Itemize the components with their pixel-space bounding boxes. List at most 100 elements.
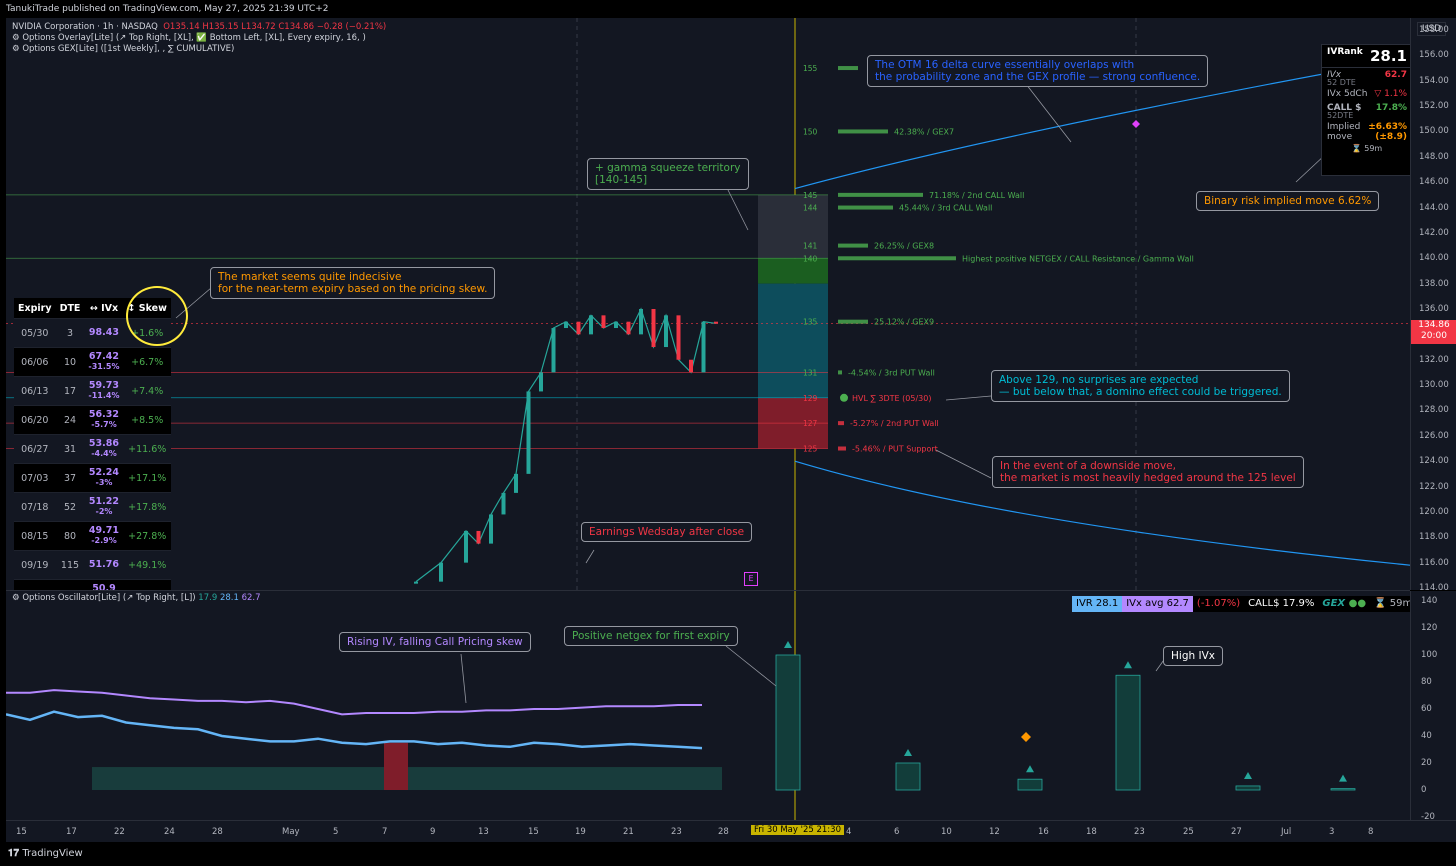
expiry-row[interactable]: 07/18 52 51.22 -2% +17.8% [14, 492, 171, 522]
callout-earnings: Earnings Wedsday after close [581, 522, 753, 542]
skew-negative-area [384, 742, 408, 790]
expiry-row[interactable]: 09/19 115 51.76 +49.1% [14, 550, 171, 580]
expiry-ivx: 59.73 -11.4% [84, 376, 124, 406]
callout-gamma-squeeze: + gamma squeeze territory [140-145] [587, 158, 749, 190]
call-label: CALL $ [1327, 103, 1362, 113]
time-tick: 3 [1329, 827, 1335, 837]
candle [576, 321, 581, 335]
gex-dot-2: ● [1357, 598, 1367, 609]
expiry-ivx: 51.22 -2% [84, 492, 124, 522]
main-chart-pane[interactable]: 155 42.38% / GEX7 150 71.18% / 2nd CALL Wal… [6, 18, 1410, 591]
expiry-ivx: 98.43 [84, 318, 124, 348]
expiry-row[interactable]: 08/15 80 49.71 -2.9% +27.8% [14, 521, 171, 551]
netgex-bar [1115, 674, 1141, 791]
expiry-date: 08/15 [14, 521, 56, 551]
delta-curve-lower [794, 460, 1410, 566]
gex-bar [838, 421, 844, 426]
osc-value-1: 17.9 [198, 593, 218, 603]
candle [701, 321, 706, 373]
price-tick: 122.00 [1419, 481, 1449, 492]
gex-level-label: -5.27% / 2nd PUT Wall [850, 419, 939, 428]
ivx5d-label: IVx 5dCh [1327, 89, 1368, 99]
expiry-ivx: 67.42 -31.5% [84, 347, 124, 377]
time-tick: 23 [671, 827, 682, 837]
expiry-row[interactable]: 06/06 10 67.42 -31.5% +6.7% [14, 347, 171, 377]
strike-label: 129 [803, 394, 818, 403]
oscillator-pane[interactable]: ⚙ Options Oscillator[Lite] (↗ Top Right,… [6, 591, 1410, 820]
legend-gex-row[interactable]: ⚙ Options GEX[Lite] ([1st Weekly], , ∑ C… [12, 44, 235, 54]
time-axis[interactable]: 15 17 22 24 28 May 5 7 9 13 15 19 21 23 28 Fri 30 May '… [6, 820, 1456, 843]
expiry-row[interactable]: 07/03 37 52.24 -3% +17.1% [14, 463, 171, 493]
callout-pointer [725, 185, 749, 231]
gex-level-label: 45.44% / 3rd CALL Wall [899, 204, 992, 213]
legend-overlay-row[interactable]: ⚙ Options Overlay[Lite] (↗ Top Right, [X… [12, 33, 366, 43]
price-tick: 130.00 [1419, 380, 1449, 391]
oscillator-axis[interactable]: -20 0 20 40 60 80 100 120 140 [1410, 591, 1456, 822]
expiry-dte: 52 [55, 492, 85, 522]
stat-change: (-1.07%) [1192, 596, 1245, 612]
netgex-triangle [784, 641, 792, 648]
legend-symbol-row: NVIDIA Corporation · 1h · NASDAQ O135.14… [12, 22, 386, 33]
expiry-row[interactable]: 10/1714350.9-1.7%+54.8% [14, 579, 171, 590]
expiry-date: 06/20 [14, 405, 56, 435]
oscillator-status-bar: IVR 28.1 IVx avg 62.7 (-1.07%) CALL$ 17.… [1072, 596, 1417, 612]
earnings-marker[interactable]: E [744, 572, 758, 586]
price-tick: 138.00 [1419, 278, 1449, 289]
candle [651, 309, 656, 348]
callout-above-129: Above 129, no surprises are expected — b… [991, 370, 1290, 402]
time-tick: 12 [989, 827, 1000, 837]
candle [614, 321, 618, 329]
netgex-bar [1235, 785, 1261, 791]
expiry-skew: +7.4% [123, 376, 171, 406]
strike-label: 125 [803, 445, 818, 454]
oscillator-legend[interactable]: ⚙ Options Oscillator[Lite] (↗ Top Right,… [12, 593, 261, 603]
publish-text: TanukiTrade published on TradingView.com… [6, 4, 329, 14]
price-tick: 128.00 [1419, 405, 1449, 416]
expiry-ivx: 51.76 [84, 550, 124, 580]
osc-tick: 20 [1421, 758, 1432, 768]
candle [526, 391, 531, 474]
iv-line [6, 689, 702, 716]
candle [639, 309, 643, 335]
strike-label: 140 [803, 254, 818, 263]
osc-tick: 80 [1421, 677, 1432, 687]
col-dte: DTE [55, 298, 85, 319]
call-sub: 52DTE [1327, 111, 1354, 120]
expiry-row[interactable]: 06/20 24 56.32 -5.7% +8.5% [14, 405, 171, 435]
price-tick: 156.00 [1419, 50, 1449, 61]
callout-positive-netgex: Positive netgex for first expiry [564, 626, 738, 646]
ohlc-values: O135.14 H135.15 L134.72 C134.86 −0.28 (−… [163, 22, 387, 32]
price-tick: 114.00 [1419, 583, 1449, 593]
expiry-row[interactable]: 06/13 17 59.73 -11.4% +7.4% [14, 376, 171, 406]
candle [589, 315, 593, 335]
netgex-bar [775, 654, 801, 791]
footer: 𝟏𝟕 TradingView [0, 842, 1456, 866]
expiry-skew: +8.5% [123, 405, 171, 435]
implied-move-value: ±6.63% [1368, 122, 1407, 132]
price-tick: 124.00 [1419, 456, 1449, 467]
netgex-triangle [1339, 774, 1347, 782]
gex-label: GEX [1322, 598, 1346, 609]
strike-label: 155 [803, 64, 818, 73]
expiry-date: 09/19 [14, 550, 56, 580]
symbol-name[interactable]: NVIDIA Corporation · 1h · NASDAQ [12, 22, 158, 32]
expiry-row[interactable]: 06/27 31 53.86 -4.4% +11.6% [14, 434, 171, 464]
gex-bar [838, 243, 868, 248]
expiry-dte: 17 [55, 376, 85, 406]
candle [439, 562, 443, 582]
price-axis[interactable]: USD 114.00 116.00 118.00 120.00 122.00 124.00… [1410, 18, 1456, 593]
time-tick: 23 [1134, 827, 1145, 837]
callout-downside: In the event of a downside move, the mar… [992, 456, 1304, 488]
gex-level-label: 71.18% / 2nd CALL Wall [929, 191, 1024, 200]
price-chart-svg: 155 42.38% / GEX7 150 71.18% / 2nd CALL Wal… [6, 18, 1410, 590]
col-ivx: ↔ IVx [84, 298, 124, 319]
gex-level-label: 42.38% / GEX7 [894, 127, 954, 136]
osc-value-2: 28.1 [219, 593, 239, 603]
chart-legend: NVIDIA Corporation · 1h · NASDAQ O135.14… [12, 22, 386, 55]
price-tick: 136.00 [1419, 304, 1449, 314]
candle [626, 321, 631, 335]
orange-diamond [1021, 732, 1031, 742]
expiry-date: 07/18 [14, 492, 56, 522]
currency-label[interactable]: USD [1417, 22, 1447, 36]
candle [676, 315, 681, 360]
